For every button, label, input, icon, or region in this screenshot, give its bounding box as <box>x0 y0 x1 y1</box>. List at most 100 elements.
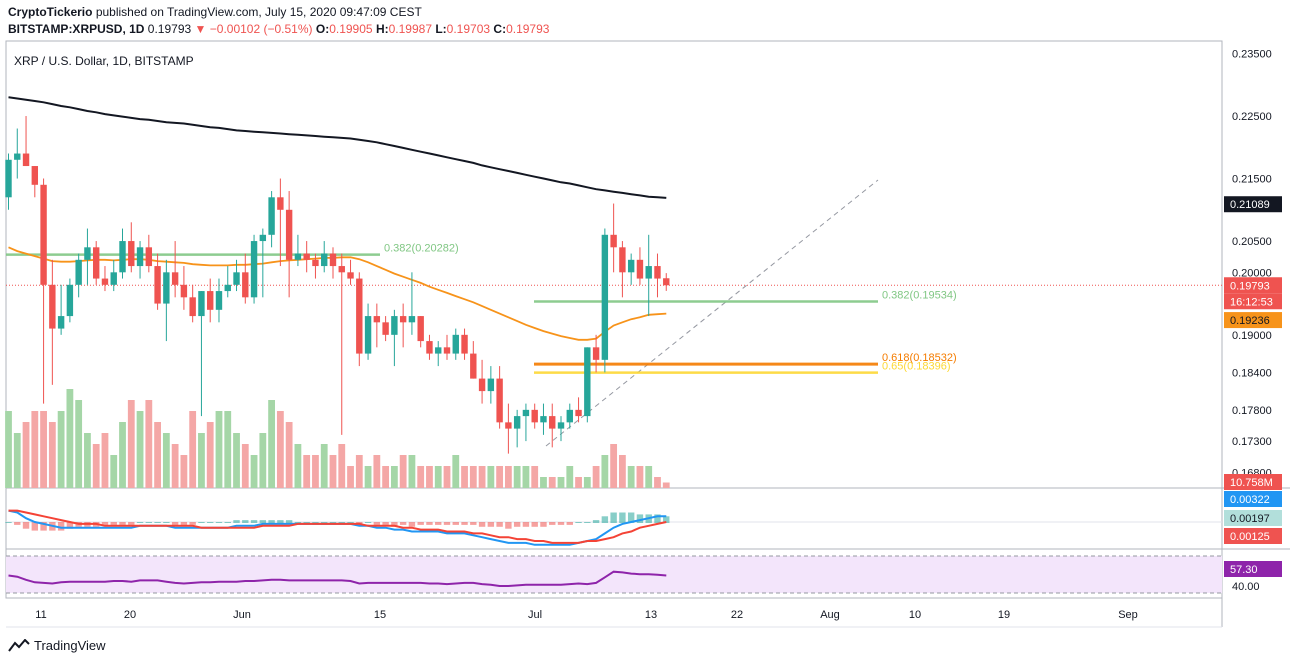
macd-histogram-bar <box>487 522 495 527</box>
candle-body <box>663 278 670 286</box>
candle-body <box>531 409 538 423</box>
macd-histogram-bar <box>180 522 188 525</box>
candle-body <box>487 378 495 392</box>
volume-bar <box>215 411 223 488</box>
volume-bar <box>233 433 240 488</box>
macd-histogram-bar <box>338 522 345 523</box>
volume-bar <box>434 466 442 488</box>
down-arrow-icon: ▼ <box>194 22 207 36</box>
candle-body <box>505 422 512 429</box>
volume-bar <box>145 400 153 488</box>
macd-histogram-bar <box>250 520 258 523</box>
tradingview-logo[interactable]: TradingView <box>8 638 106 653</box>
macd-histogram-bar <box>452 522 459 525</box>
candle-body <box>136 247 144 267</box>
candle-body <box>645 266 652 279</box>
candle-body <box>277 197 284 210</box>
volume-bar <box>487 466 495 488</box>
macd-histogram-bar <box>636 514 644 523</box>
macd-histogram-bar <box>391 522 398 527</box>
high-value: 0.19987 <box>388 22 432 36</box>
macd-histogram-bar <box>242 520 249 523</box>
publisher-name[interactable]: CryptoTickerio <box>8 5 93 19</box>
candle-body <box>128 241 135 267</box>
macd-histogram-bar <box>399 522 407 525</box>
candle-body <box>347 272 354 279</box>
brand-name: TradingView <box>34 638 106 653</box>
macd-histogram-bar <box>128 522 135 525</box>
candle-body <box>382 322 389 335</box>
candle-body <box>329 253 337 267</box>
candle-body <box>180 284 188 298</box>
candle-body <box>338 266 345 273</box>
macd-histogram-bar <box>14 522 21 525</box>
volume-bar <box>119 422 126 488</box>
macd-histogram-bar <box>329 522 337 523</box>
macd-histogram-bar <box>627 512 635 523</box>
volume-bar <box>312 455 319 488</box>
macd-histogram-bar <box>285 520 293 523</box>
candle-body <box>399 316 407 323</box>
macd-histogram-bar <box>347 522 354 523</box>
price-tick-label: 0.18400 <box>1232 367 1272 379</box>
trendline[interactable] <box>545 179 879 447</box>
macd-histogram-bar <box>163 522 170 523</box>
volume-bar <box>162 433 170 488</box>
price-badge-bg <box>1224 277 1282 294</box>
volume-bar <box>566 466 574 488</box>
candle-body <box>356 278 363 354</box>
macd-hist-badge: 0.00197 <box>1230 513 1270 525</box>
volume-bar <box>180 455 188 488</box>
candle-body <box>40 184 47 285</box>
candle-body <box>426 341 433 354</box>
candle-body <box>496 378 503 423</box>
candle-body <box>57 316 65 329</box>
time-tick-label: Jul <box>528 609 542 621</box>
macd-histogram-bar <box>101 522 109 525</box>
volume-bar <box>654 477 661 488</box>
candle-body <box>66 284 74 317</box>
high-label: H: <box>375 22 389 36</box>
macd-histogram-bar <box>136 522 144 523</box>
candle-body <box>364 316 372 354</box>
macd-histogram-bar <box>31 522 39 531</box>
candle-body <box>522 409 530 417</box>
macd-histogram-bar <box>364 522 372 523</box>
macd-histogram-bar <box>461 522 468 525</box>
volume-bar <box>92 444 100 488</box>
volume-bar <box>619 455 626 488</box>
fib-label: 0.382(0.19534) <box>882 289 957 301</box>
macd-histogram-bar <box>549 522 556 525</box>
macd-histogram-bar <box>233 520 240 523</box>
macd-histogram-bar <box>557 522 565 525</box>
macd-histogram-bar <box>259 520 267 523</box>
volume-bar <box>373 455 381 488</box>
candle-body <box>5 159 12 198</box>
candle-body <box>601 234 609 360</box>
candle-body <box>557 422 565 429</box>
macd-histogram-bar <box>294 522 302 523</box>
candle-body <box>636 259 644 279</box>
candle-body <box>566 409 573 423</box>
candle-body <box>443 347 451 354</box>
candle-body <box>268 197 275 235</box>
rsi-badge-bg <box>1224 561 1282 577</box>
volume-bar <box>347 466 354 488</box>
macd-histogram-bar <box>619 512 626 523</box>
candle-body <box>101 278 109 285</box>
price-tick-label: 0.22500 <box>1232 111 1272 123</box>
volume-bar <box>75 400 83 488</box>
volume-bar <box>636 466 644 488</box>
macd-histogram-bar <box>189 522 196 525</box>
macd-histogram-bar <box>408 522 416 527</box>
macd-histogram-bar <box>40 522 47 531</box>
time-tick-label: Sep <box>1118 609 1138 621</box>
volume-bar <box>461 466 468 488</box>
candle-body <box>242 272 249 298</box>
candle-body <box>250 241 258 298</box>
candle-body <box>513 416 521 429</box>
price-badge: 0.19236 <box>1230 315 1270 327</box>
candle-body <box>294 253 302 260</box>
volume-bar <box>48 422 56 488</box>
